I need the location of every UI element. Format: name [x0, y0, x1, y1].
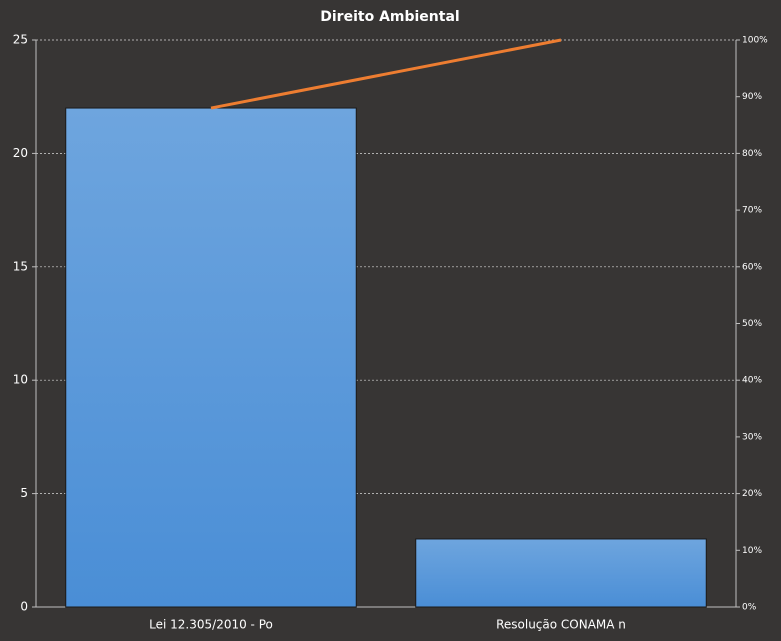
y-tick-label: 5: [20, 486, 28, 500]
y2-tick-label: 0%: [742, 603, 757, 613]
y-tick-label: 20: [13, 146, 28, 160]
bar: [415, 538, 707, 608]
y2-tick-label: 10%: [742, 546, 762, 556]
x-tick-label: Resolução CONAMA n: [496, 618, 626, 632]
bar: [65, 107, 357, 608]
cumulative-line: [210, 38, 562, 110]
y2-tick-label: 90%: [742, 92, 762, 102]
y2-tick-label: 40%: [742, 376, 762, 386]
y2-tick-label: 80%: [742, 149, 762, 159]
y2-tick-label: 20%: [742, 489, 762, 499]
y-tick-label: 25: [13, 33, 28, 47]
y2-tick-label: 30%: [742, 432, 762, 442]
x-tick-label: Lei 12.305/2010 - Po: [149, 618, 273, 632]
y2-tick-label: 100%: [742, 36, 768, 46]
y2-tick-label: 60%: [742, 262, 762, 272]
y-tick-label: 0: [20, 600, 28, 614]
y-tick-label: 15: [13, 259, 28, 273]
y2-tick-label: 70%: [742, 206, 762, 216]
chart-title: Direito Ambiental: [320, 9, 459, 25]
y2-tick-label: 50%: [742, 319, 762, 329]
y-tick-label: 10: [13, 373, 28, 387]
